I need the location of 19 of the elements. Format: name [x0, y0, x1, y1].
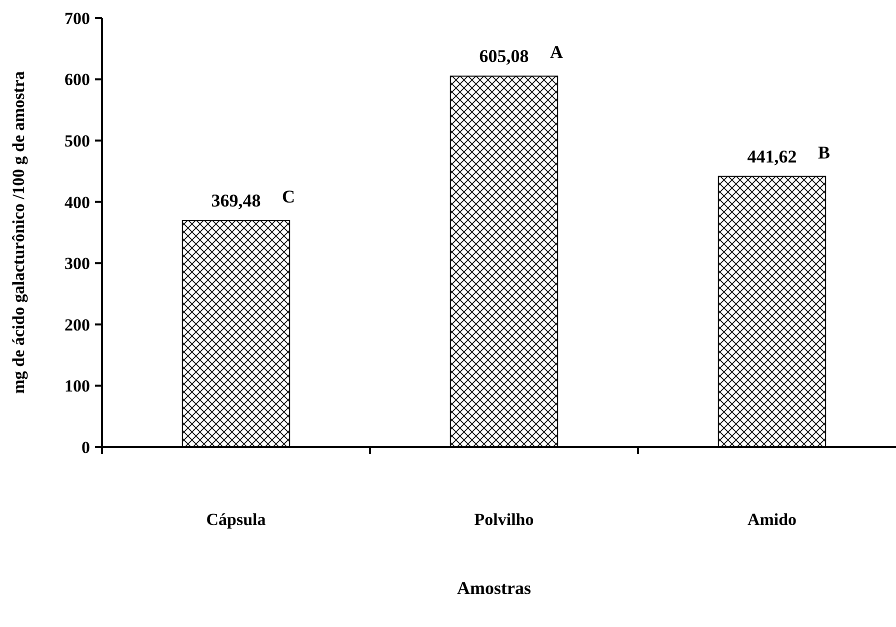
y-tick-label: 500: [64, 132, 90, 151]
y-tick-label: 400: [64, 192, 90, 212]
x-tick-label: Amido: [747, 510, 797, 529]
annotation: B: [818, 142, 830, 162]
y-tick-label: 700: [64, 8, 90, 28]
annotation: A: [550, 42, 563, 62]
y-tick-label: 300: [64, 254, 90, 274]
data-label: 369,48: [211, 190, 261, 211]
y-axis-title: mg de ácido galacturônico /100 g de amostra: [9, 70, 28, 394]
y-tick-label: 600: [64, 70, 90, 90]
data-label: 441,62: [747, 146, 797, 166]
data-label: 605,08: [479, 46, 529, 66]
x-tick-label: Cápsula: [206, 510, 266, 529]
y-tick-label: 100: [64, 376, 90, 396]
annotation: C: [282, 186, 295, 207]
y-tick-label: 0: [82, 438, 90, 457]
x-tick-label: Polvilho: [474, 510, 534, 529]
y-tick-label: 200: [64, 315, 90, 334]
x-axis-title: Amostras: [457, 578, 531, 598]
